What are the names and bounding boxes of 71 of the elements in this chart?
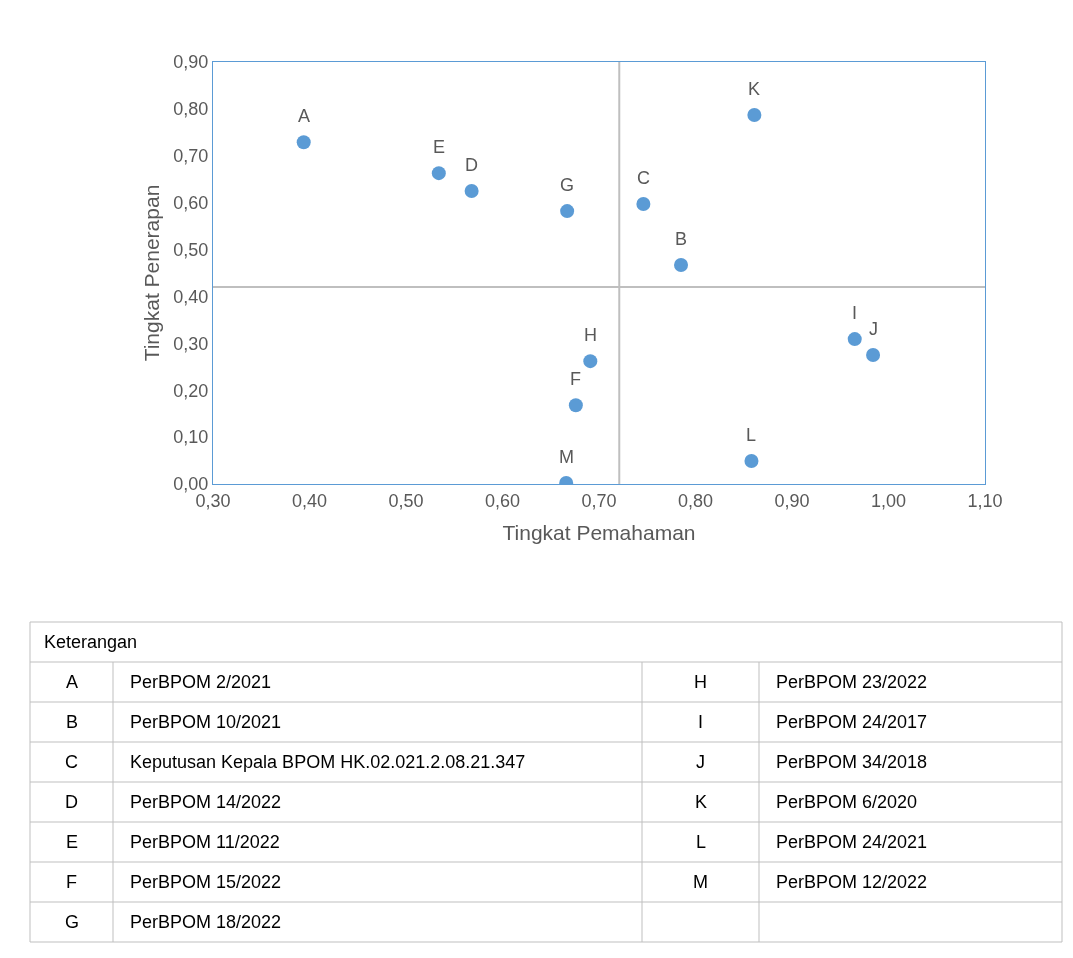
point [847, 332, 862, 347]
y-tick-label: 0,50 [173, 239, 209, 260]
text: PerBPOM 34/2018 [776, 752, 928, 772]
text: PerBPOM 2/2021 [130, 672, 272, 692]
x-tick-label: 1,10 [967, 490, 1003, 511]
annotation: M [559, 447, 574, 467]
text: PerBPOM 15/2022 [130, 872, 282, 892]
y-tick-label: 0,60 [173, 192, 209, 213]
x-axis-title: Tingkat Pemahaman [502, 520, 696, 544]
text: E [66, 832, 79, 852]
annotation: I [852, 303, 858, 323]
text: D [65, 792, 78, 812]
annotation: J [869, 319, 878, 339]
annotation: D [465, 155, 478, 175]
text: A [66, 672, 79, 692]
text: J [696, 752, 705, 772]
point [583, 354, 598, 369]
text: M [693, 872, 708, 892]
text: PerBPOM 23/2022 [776, 672, 928, 692]
annotation: H [584, 325, 597, 345]
point [636, 197, 651, 212]
y-tick-label: 0,80 [173, 99, 209, 120]
text: PerBPOM 6/2020 [776, 792, 918, 812]
x-tick-label: 0,50 [388, 490, 424, 511]
annotation: K [748, 79, 761, 99]
y-tick-label: 0,70 [173, 146, 209, 167]
text: PerBPOM 10/2021 [130, 712, 282, 732]
text: B [66, 712, 79, 732]
text: I [698, 712, 704, 732]
text: PerBPOM 12/2022 [776, 872, 928, 892]
annotation: E [433, 137, 446, 157]
y-tick-label: 0,40 [173, 286, 209, 307]
text: Keterangan [44, 632, 138, 652]
text: L [696, 832, 707, 852]
point [866, 348, 881, 363]
annotation: B [675, 229, 688, 249]
point [744, 454, 759, 469]
x-tick-label: 0,40 [291, 490, 328, 511]
point [674, 258, 689, 273]
annotation: F [570, 369, 581, 389]
y-tick-label: 0,30 [173, 333, 209, 354]
y-axis-title: Tingkat Penerapan [139, 184, 163, 362]
text: G [65, 912, 80, 932]
x-tick-label: 0,60 [484, 490, 521, 511]
x-tick-label: 0,70 [581, 490, 617, 511]
text: K [695, 792, 708, 812]
text: F [66, 872, 77, 892]
text: PerBPOM 24/2017 [776, 712, 928, 732]
text: Keputusan Kepala BPOM HK.02.021.2.08.21.347 [130, 752, 526, 772]
text: PerBPOM 24/2021 [776, 832, 928, 852]
text: PerBPOM 14/2022 [130, 792, 282, 812]
annotation: G [560, 175, 575, 195]
point [568, 398, 583, 413]
text: PerBPOM 18/2022 [130, 912, 282, 932]
text: PerBPOM 11/2022 [130, 832, 280, 852]
text: C [65, 752, 78, 772]
annotation: A [298, 106, 311, 126]
x-tick-label: 1,00 [870, 490, 907, 511]
y-tick-label: 0,10 [173, 427, 209, 448]
text: H [694, 672, 707, 692]
point [464, 183, 479, 198]
point [747, 107, 762, 122]
x-tick-label: 0,90 [774, 490, 810, 511]
y-tick-label: 0,90 [173, 52, 209, 73]
annotation: L [746, 425, 757, 445]
annotation: C [637, 168, 650, 188]
point [560, 204, 575, 219]
point [431, 166, 446, 181]
y-tick-label: 0,20 [173, 380, 209, 401]
x-tick-label: 0,80 [677, 490, 714, 511]
point [296, 135, 311, 150]
